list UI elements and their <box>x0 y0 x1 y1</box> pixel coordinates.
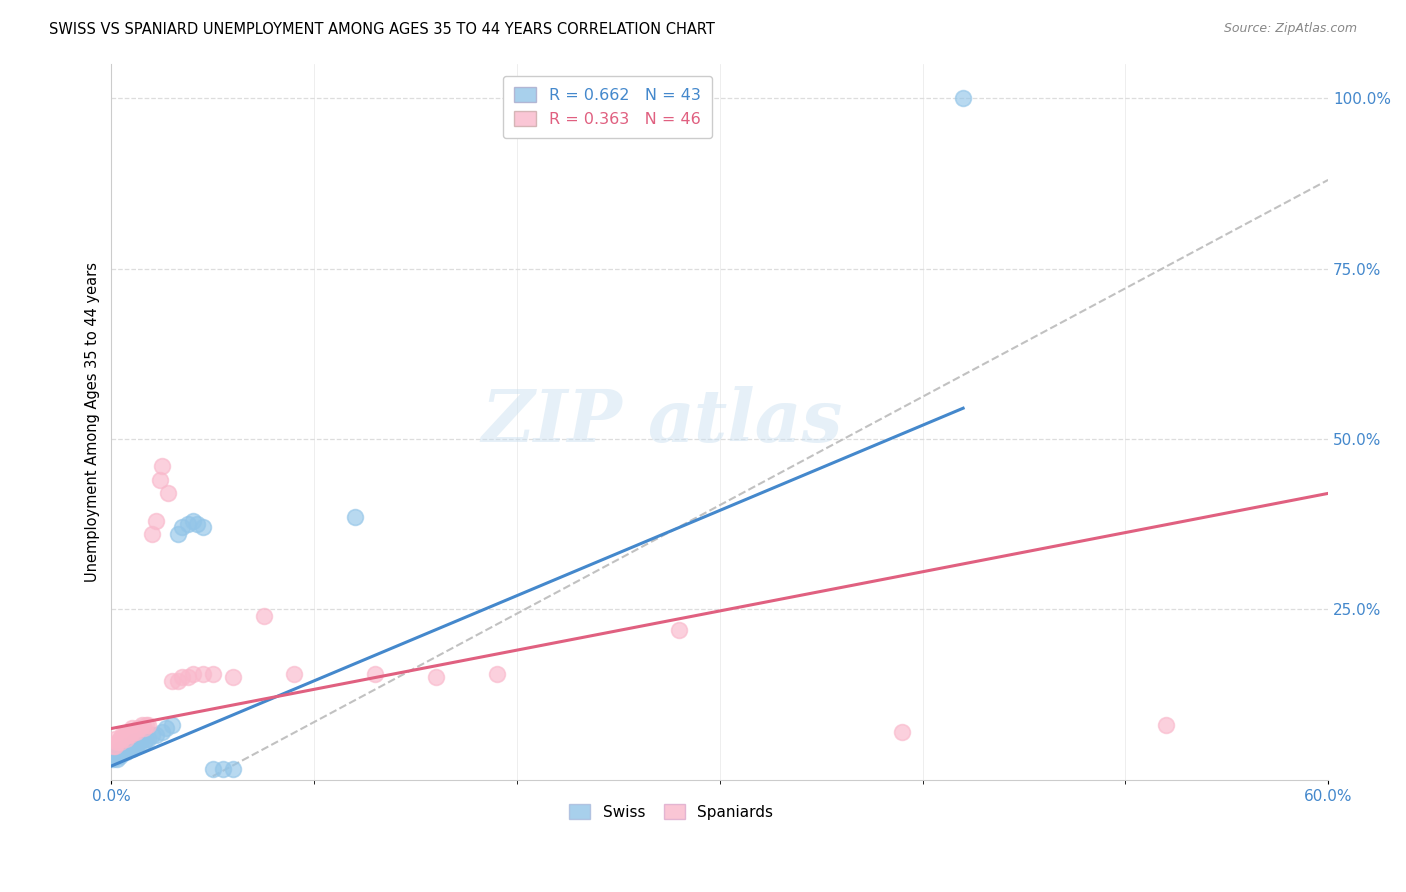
Text: atlas: atlas <box>647 386 842 458</box>
Point <box>132 722 155 736</box>
Point <box>112 728 135 742</box>
Point <box>167 527 190 541</box>
Point <box>114 745 136 759</box>
Point <box>121 725 143 739</box>
Point <box>127 722 149 736</box>
Point <box>110 728 132 742</box>
Point <box>125 725 148 739</box>
Point <box>172 520 194 534</box>
Point <box>121 742 143 756</box>
Point <box>117 728 139 742</box>
Legend: Swiss, Spaniards: Swiss, Spaniards <box>562 797 779 826</box>
Point <box>149 473 172 487</box>
Point <box>155 722 177 736</box>
Point <box>136 731 159 746</box>
Point <box>157 486 180 500</box>
Point <box>122 735 145 749</box>
Point <box>135 731 157 746</box>
Point <box>117 725 139 739</box>
Point <box>107 745 129 759</box>
Point <box>108 748 131 763</box>
Point <box>107 735 129 749</box>
Point <box>668 623 690 637</box>
Point <box>425 670 447 684</box>
Point <box>118 728 141 742</box>
Point <box>127 735 149 749</box>
Point <box>121 739 143 753</box>
Point <box>201 667 224 681</box>
Point <box>132 735 155 749</box>
Point <box>891 725 914 739</box>
Point <box>110 742 132 756</box>
Point <box>104 739 127 753</box>
Point <box>118 725 141 739</box>
Point <box>135 718 157 732</box>
Point <box>177 670 200 684</box>
Point <box>112 742 135 756</box>
Point <box>108 745 131 759</box>
Point <box>191 667 214 681</box>
Point <box>952 91 974 105</box>
Point <box>114 728 136 742</box>
Point <box>121 722 143 736</box>
Point <box>222 763 245 777</box>
Point <box>145 514 167 528</box>
Point <box>177 517 200 532</box>
Point <box>212 763 235 777</box>
Point <box>114 742 136 756</box>
Point <box>283 667 305 681</box>
Point <box>364 667 387 681</box>
Point <box>167 673 190 688</box>
Point <box>128 735 150 749</box>
Point <box>110 731 132 746</box>
Point <box>252 609 274 624</box>
Point <box>112 745 135 759</box>
Point <box>131 731 153 746</box>
Point <box>162 673 184 688</box>
Point <box>128 722 150 736</box>
Point <box>104 731 127 746</box>
Point <box>343 510 366 524</box>
Point <box>103 739 125 753</box>
Point <box>150 725 173 739</box>
Point <box>122 739 145 753</box>
Point <box>110 745 132 759</box>
Text: Source: ZipAtlas.com: Source: ZipAtlas.com <box>1223 22 1357 36</box>
Point <box>172 670 194 684</box>
Point <box>117 742 139 756</box>
Point <box>485 667 508 681</box>
Point <box>201 763 224 777</box>
Point <box>122 725 145 739</box>
Point <box>162 718 184 732</box>
Point <box>191 520 214 534</box>
Y-axis label: Unemployment Among Ages 35 to 44 years: Unemployment Among Ages 35 to 44 years <box>86 262 100 582</box>
Point <box>141 728 163 742</box>
Point <box>136 718 159 732</box>
Point <box>108 735 131 749</box>
Point <box>104 748 127 763</box>
Point <box>181 514 204 528</box>
Point <box>118 742 141 756</box>
Text: ZIP: ZIP <box>482 386 623 458</box>
Point <box>131 718 153 732</box>
Point <box>108 731 131 746</box>
Point <box>103 752 125 766</box>
Point <box>186 517 208 532</box>
Text: SWISS VS SPANIARD UNEMPLOYMENT AMONG AGES 35 TO 44 YEARS CORRELATION CHART: SWISS VS SPANIARD UNEMPLOYMENT AMONG AGE… <box>49 22 716 37</box>
Point <box>114 731 136 746</box>
Point <box>125 739 148 753</box>
Point <box>117 739 139 753</box>
Point <box>222 670 245 684</box>
Point <box>181 667 204 681</box>
Point <box>118 739 141 753</box>
Point <box>1154 718 1177 732</box>
Point <box>145 728 167 742</box>
Point <box>107 752 129 766</box>
Point <box>150 459 173 474</box>
Point <box>141 527 163 541</box>
